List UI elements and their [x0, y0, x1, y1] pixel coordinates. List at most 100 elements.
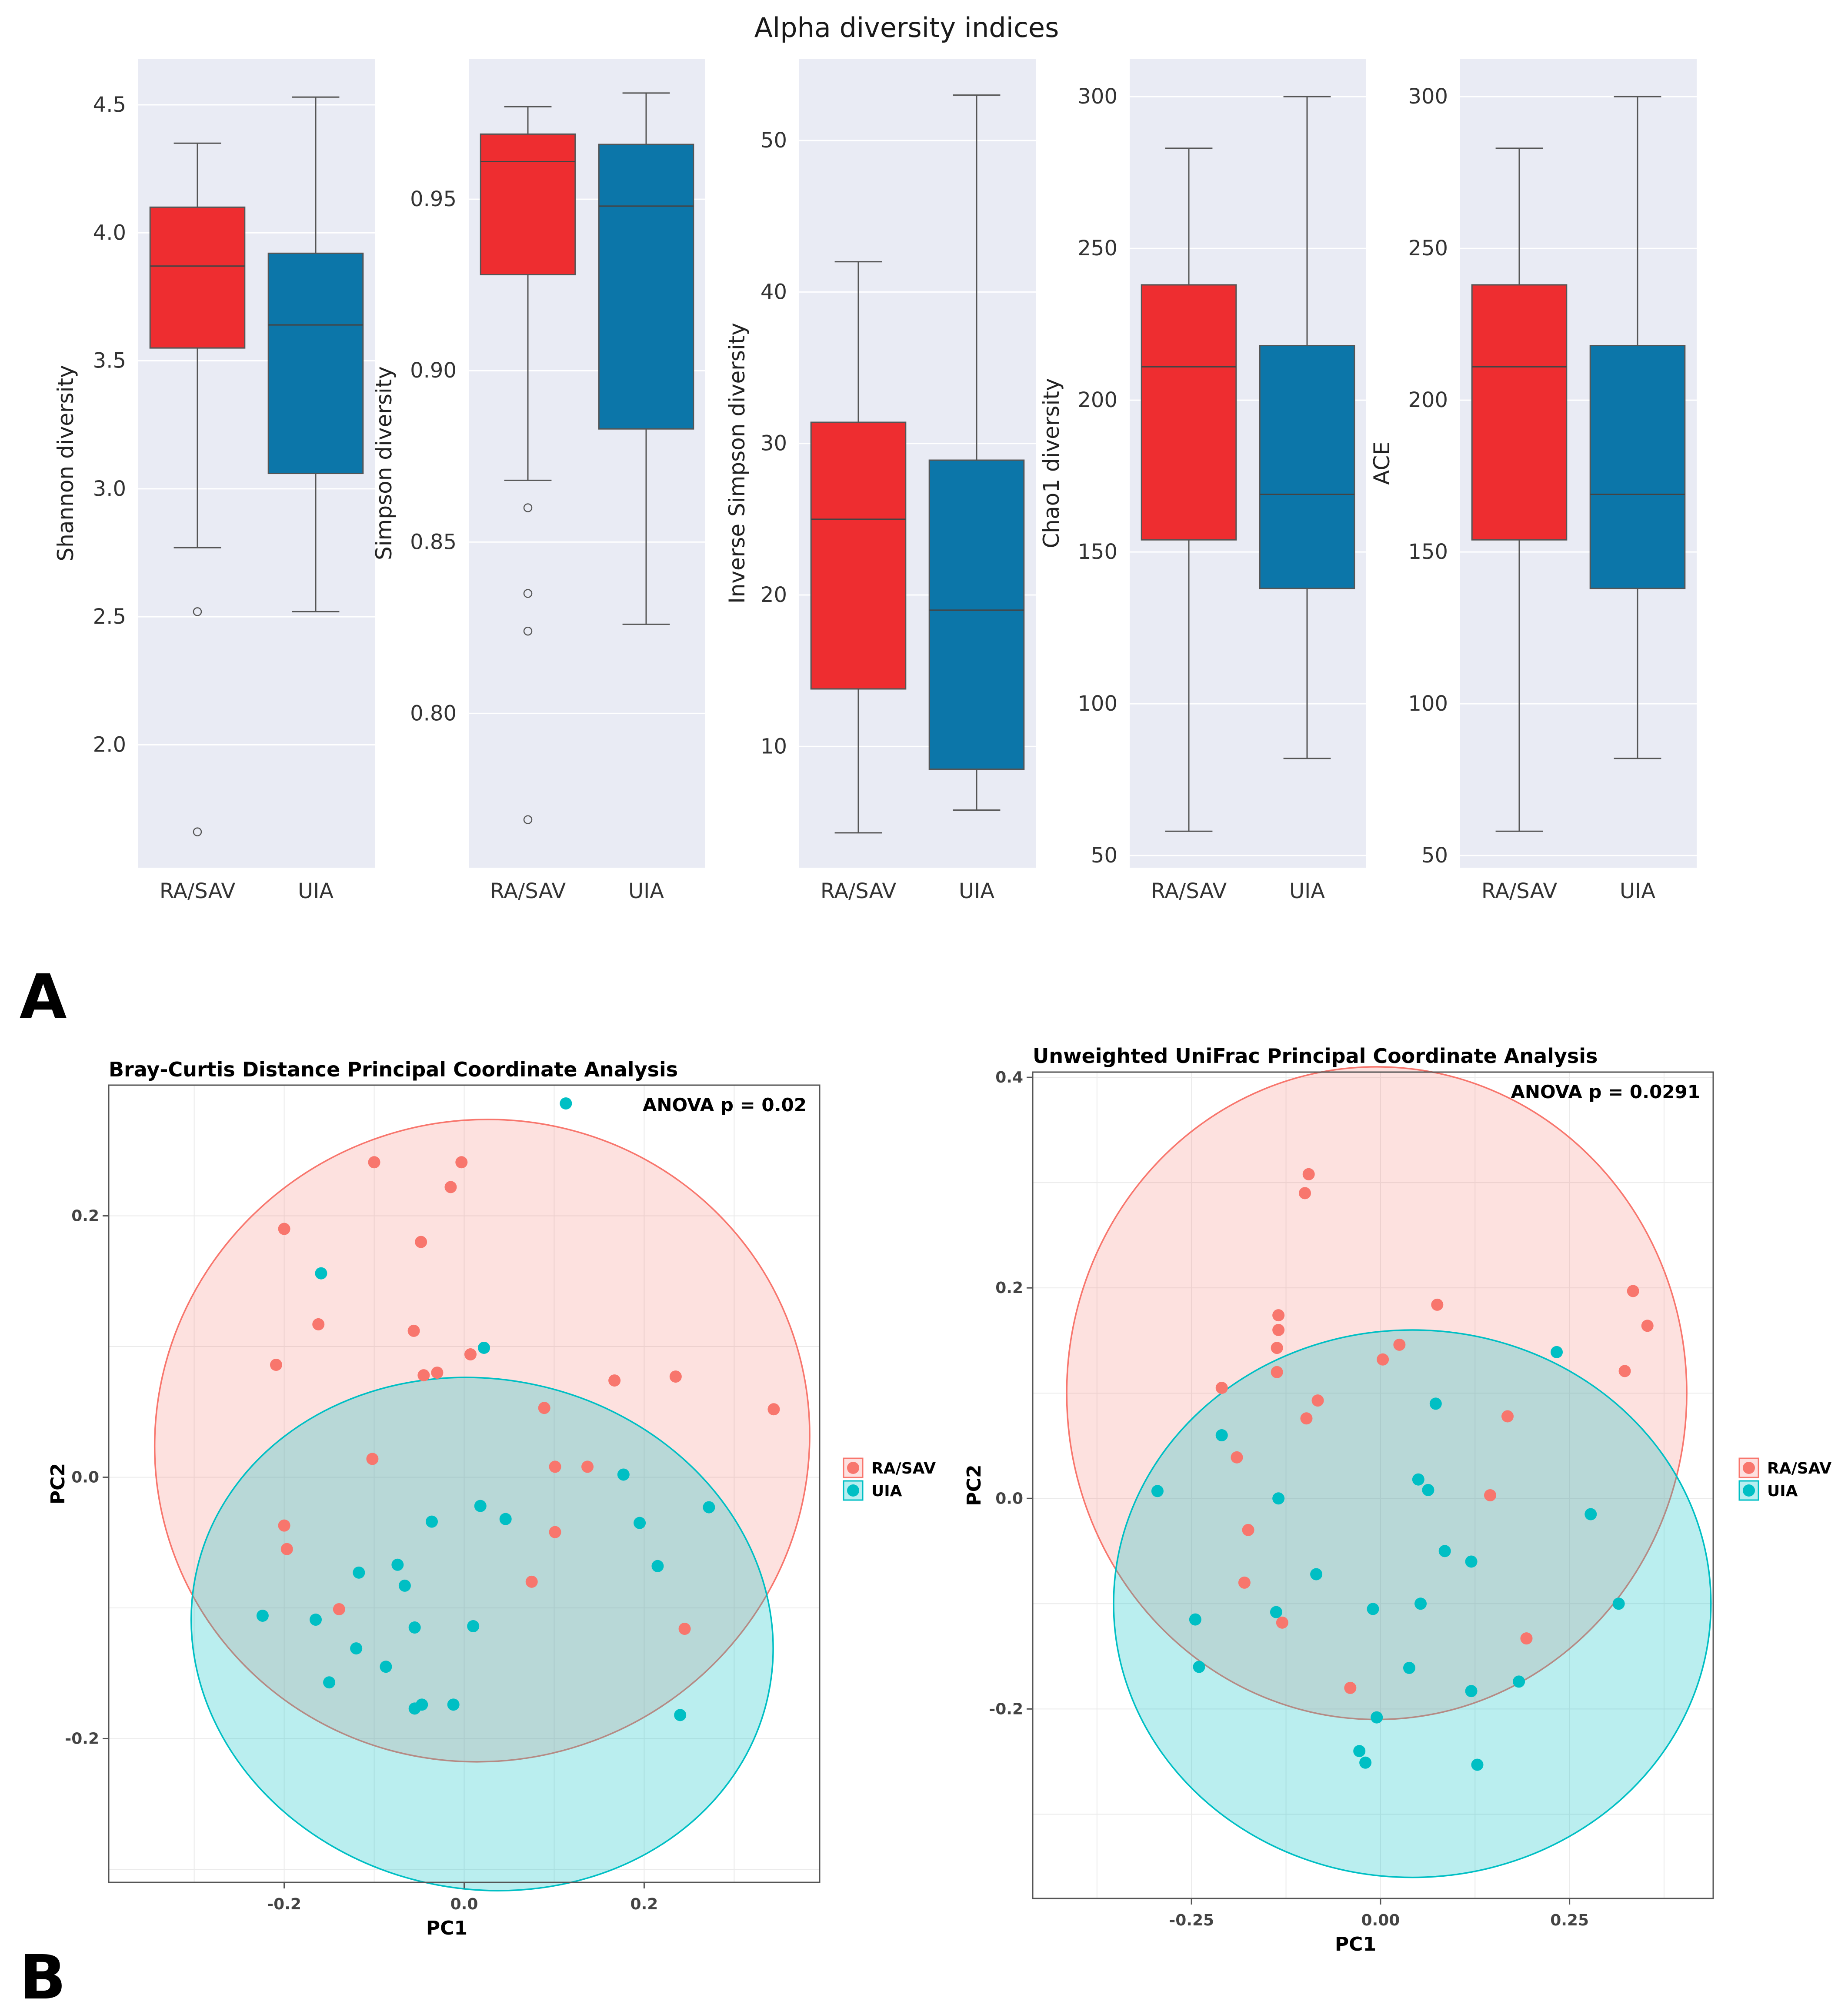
unifrac-uia-point [1371, 1711, 1383, 1724]
chao1-ra-sav-box [1141, 284, 1237, 541]
unifrac-ra-sav-point [1393, 1338, 1406, 1351]
unifrac-title: Unweighted UniFrac Principal Coordinate … [1033, 1044, 1598, 1068]
unifrac-uia-point [1270, 1606, 1282, 1618]
chao1-y-tick-label: 50 [1091, 843, 1117, 868]
bray-legend-marker-ra-sav [847, 1462, 859, 1474]
bray-legend-label-uia: UIA [871, 1482, 902, 1500]
bray-uia-point [380, 1661, 392, 1673]
ace-uia-box [1589, 345, 1686, 589]
simpson-y-tick-label: 0.95 [410, 187, 457, 211]
unifrac-uia-point [1403, 1661, 1415, 1674]
unifrac-uia-point [1412, 1473, 1424, 1486]
bray-ra-sav-point [608, 1374, 621, 1387]
bray-x-tick-label: -0.2 [267, 1895, 301, 1913]
shannon-ra-sav-outlier [193, 607, 202, 616]
unifrac-ra-sav-point [1215, 1382, 1228, 1394]
bray-ra-sav-ellipse [153, 1119, 811, 1763]
bray-ra-sav-point [368, 1156, 380, 1169]
unifrac-ra-sav-point [1272, 1323, 1285, 1336]
unifrac-anova-annotation: ANOVA p = 0.0291 [1511, 1081, 1700, 1103]
unifrac-x-tick-label: -0.25 [1169, 1911, 1214, 1929]
ace-y-tick-label: 250 [1408, 236, 1448, 261]
inv_simpson-x-tick-label: RA/SAV [821, 879, 897, 903]
ace-x-tick-label: UIA [1620, 879, 1655, 903]
unifrac-ra-sav-point [1300, 1412, 1313, 1425]
chao1-y-tick-label: 300 [1077, 84, 1117, 109]
unifrac-uia-point [1189, 1613, 1201, 1626]
chao1-y-axis-label: Chao1 diversity [1039, 378, 1064, 548]
unifrac-uia-point [1272, 1492, 1285, 1505]
unifrac-ra-sav-point [1311, 1394, 1324, 1407]
unifrac-uia-point [1513, 1675, 1525, 1688]
shannon-y-axis-label: Shannon diversity [53, 365, 78, 561]
bray-uia-point [499, 1513, 512, 1525]
simpson-x-tick-label: RA/SAV [490, 879, 566, 903]
shannon-boxplot-panel: 2.0 2.5 3.0 3.5 4.0 4.5 RA/SAV UIA Shannon diver… [53, 59, 375, 903]
shannon-y-tick-label: 3.0 [93, 477, 126, 501]
chao1-y-tick-label: 100 [1077, 692, 1117, 716]
chao1-x-tick-label: RA/SAV [1151, 879, 1227, 903]
unifrac-ra-sav-point [1641, 1320, 1654, 1332]
shannon-ra-sav-outlier [193, 827, 202, 836]
chao1-boxplot-panel: 50 100 150 200 250 300 RA/SAV UIA Chao1 diversit… [1039, 59, 1366, 903]
simpson-uia-box [598, 144, 694, 430]
shannon-uia-box [267, 252, 364, 475]
inv_simpson-y-tick-label: 50 [761, 128, 787, 153]
unifrac-ra-sav-point [1627, 1285, 1639, 1297]
unifrac-ra-sav-point [1520, 1632, 1533, 1645]
unifrac-uia-point [1151, 1485, 1164, 1497]
bray-ra-sav-point [549, 1526, 561, 1538]
suptitle: Alpha diversity indices [754, 12, 1059, 43]
unifrac-plot-area [1033, 1072, 1713, 1898]
bray-ra-sav-point [767, 1403, 780, 1416]
shannon-x-tick-label: UIA [298, 879, 334, 903]
bray-ra-sav-point [581, 1460, 594, 1473]
chao1-y-tick-label: 250 [1077, 236, 1117, 261]
simpson-ra-sav-outlier [523, 589, 533, 598]
chao1-y-tick-label: 200 [1077, 388, 1117, 412]
inv_simpson-y-tick-label: 20 [761, 583, 787, 607]
inv_simpson-x-tick-label: UIA [959, 879, 994, 903]
unifrac-uia-point [1353, 1745, 1366, 1758]
bray-x-axis-label: PC1 [426, 1917, 467, 1939]
bray-uia-point [315, 1267, 327, 1280]
unifrac-uia-point [1465, 1555, 1478, 1568]
chao1-x-tick-label: UIA [1289, 879, 1325, 903]
ace-boxplot-panel: 50 100 150 200 250 300 RA/SAV UIA ACE [1369, 59, 1697, 903]
ace-y-tick-label: 150 [1408, 540, 1448, 564]
simpson-boxplot-panel: 0.80 0.85 0.90 0.95 RA/SAV UIA Simpson diversi… [371, 59, 705, 903]
unifrac-y-tick-label: 0.0 [995, 1490, 1023, 1507]
unifrac-x-axis-label: PC1 [1335, 1933, 1376, 1955]
bray-uia-point [634, 1517, 646, 1529]
unifrac-pcoa-plot: Unweighted UniFrac Principal Coordinate … [963, 1044, 1831, 1955]
inverse-simpson-boxplot-panel: 10 20 30 40 50 RA/SAV UIA Inverse Simpson diver… [724, 59, 1036, 903]
unifrac-ra-sav-point [1484, 1489, 1497, 1501]
unifrac-ra-sav-point [1242, 1524, 1254, 1536]
unifrac-legend-label-uia: UIA [1767, 1482, 1798, 1500]
bray-ra-sav-point [312, 1318, 325, 1330]
inv_simpson-uia-box [928, 459, 1025, 770]
unifrac-ra-sav-point [1302, 1168, 1315, 1180]
unifrac-ra-sav-point [1501, 1410, 1514, 1423]
bray-uia-point [617, 1468, 630, 1481]
unifrac-y-tick-label: 0.2 [995, 1279, 1023, 1297]
unifrac-uia-point [1414, 1597, 1427, 1610]
ace-y-axis-label: ACE [1369, 441, 1394, 485]
unifrac-ra-sav-point [1271, 1342, 1283, 1354]
unifrac-ra-sav-point [1431, 1298, 1444, 1311]
bray-ra-sav-point [270, 1359, 282, 1371]
ace-y-tick-label: 100 [1408, 692, 1448, 716]
unifrac-ra-sav-point [1238, 1576, 1251, 1589]
bray-uia-point [323, 1676, 336, 1689]
bray-y-axis-label: PC2 [47, 1463, 69, 1504]
bray-ra-sav-point [538, 1402, 550, 1414]
bray-y-tick-label: -0.2 [65, 1730, 99, 1748]
ace-y-tick-label: 50 [1421, 843, 1448, 868]
bray-ra-sav-point [525, 1575, 538, 1588]
unifrac-uia-point [1359, 1756, 1372, 1769]
bray-uia-point [478, 1341, 490, 1354]
simpson-y-tick-label: 0.80 [410, 701, 457, 725]
unifrac-ra-sav-point [1618, 1365, 1631, 1377]
inv_simpson-y-axis-label: Inverse Simpson diversity [724, 323, 750, 604]
shannon-x-tick-label: RA/SAV [160, 879, 236, 903]
